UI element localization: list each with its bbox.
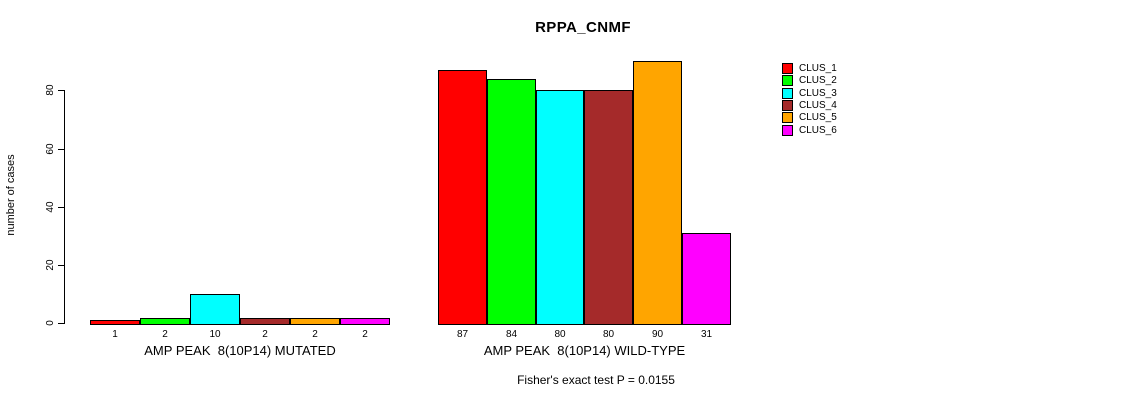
bar-clus_4-group1: [240, 318, 290, 325]
bar-clus_6-group1: [340, 318, 390, 325]
x-axis-group-label-mutated: AMP PEAK 8(10P14) MUTATED: [144, 343, 336, 358]
bar-clus_3-group1: [190, 294, 240, 325]
bar-clus_1-group2: [438, 70, 487, 325]
bar-clus_2-group1: [140, 318, 190, 325]
bar-value-label: 84: [505, 329, 518, 340]
bar-clus_5-group1: [290, 318, 340, 325]
legend-swatch-clus_6: [782, 125, 793, 136]
y-axis-tick-label: 0: [45, 320, 56, 326]
bar-value-label: 80: [554, 329, 566, 340]
y-axis-tick-label: 60: [45, 143, 56, 155]
bar-value-label: 80: [602, 329, 615, 340]
bar-value-label: 1: [112, 329, 118, 340]
y-axis-tick: [58, 323, 64, 324]
legend-label: CLUS_4: [799, 100, 837, 111]
y-axis-tick-label: 80: [45, 84, 56, 96]
legend-swatch-clus_3: [782, 88, 793, 99]
y-axis-tick: [58, 149, 64, 150]
y-axis-line: [64, 90, 65, 324]
y-axis-tick-label: 40: [45, 201, 56, 213]
bar-clus_6-group2: [682, 233, 731, 325]
legend-swatch-clus_4: [782, 100, 793, 111]
y-axis-tick: [58, 90, 64, 91]
chart-title: RPPA_CNMF: [535, 19, 631, 36]
legend-swatch-clus_5: [782, 112, 793, 123]
y-axis-tick: [58, 207, 64, 208]
bar-clus_4-group2: [584, 90, 633, 325]
bar-value-label: 90: [651, 329, 664, 340]
legend-label: CLUS_2: [799, 75, 837, 86]
y-axis-tick: [58, 265, 64, 266]
legend-swatch-clus_2: [782, 75, 793, 86]
bar-value-label: 31: [700, 329, 713, 340]
legend-label: CLUS_5: [799, 112, 837, 123]
legend-swatch-clus_1: [782, 63, 793, 74]
fisher-test-annotation: Fisher's exact test P = 0.0155: [517, 373, 675, 387]
bar-value-label: 2: [162, 329, 168, 340]
legend-label: CLUS_3: [799, 88, 837, 99]
bar-clus_3-group2: [536, 90, 584, 325]
bar-value-label: 2: [262, 329, 268, 340]
bar-value-label: 2: [312, 329, 318, 340]
bar-clus_5-group2: [633, 61, 682, 325]
bar-clus_1-group1: [90, 320, 140, 325]
bar-clus_2-group2: [487, 79, 536, 325]
legend-label: CLUS_6: [799, 125, 837, 136]
bar-value-label: 10: [209, 329, 221, 340]
bar-value-label: 87: [456, 329, 469, 340]
y-axis-tick-label: 20: [45, 259, 56, 271]
y-axis-label: number of cases: [5, 154, 17, 236]
legend-label: CLUS_1: [799, 63, 837, 74]
x-axis-group-label-wildtype: AMP PEAK 8(10P14) WILD-TYPE: [483, 343, 686, 358]
bar-value-label: 2: [362, 329, 368, 340]
